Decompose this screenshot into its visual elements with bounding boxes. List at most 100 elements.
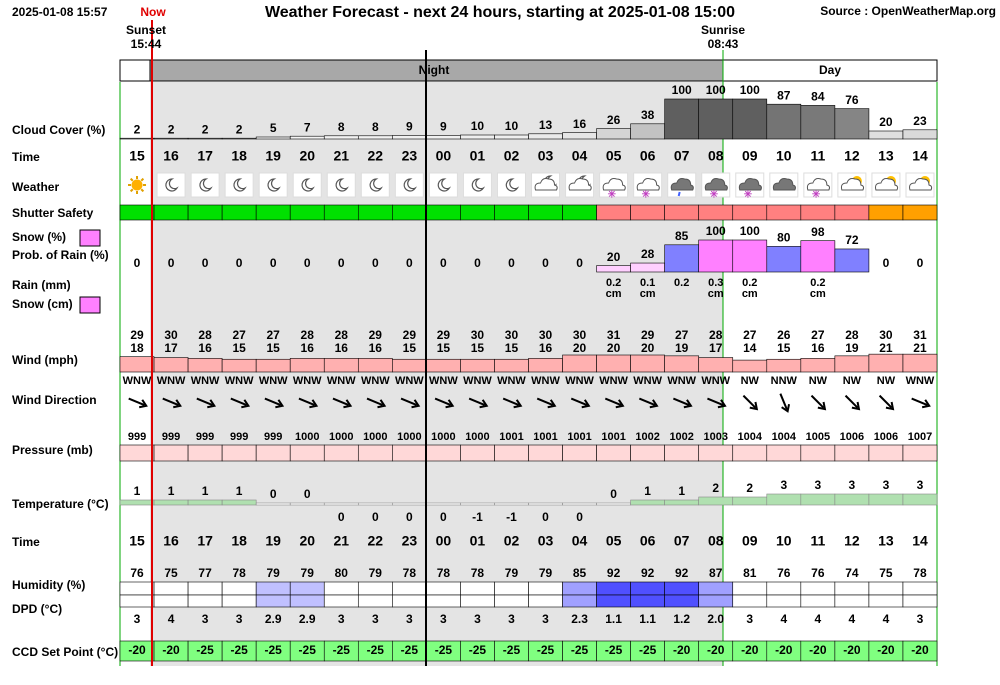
humidity-label: 79 xyxy=(369,566,383,580)
wind-bar xyxy=(357,358,393,373)
cloud-label: 10 xyxy=(471,119,485,133)
wind-gust: 27 xyxy=(743,328,757,342)
weather-icon xyxy=(462,172,492,198)
hour-label: 02 xyxy=(504,533,520,549)
shutter-cell xyxy=(562,204,597,221)
arrow-head xyxy=(581,399,591,409)
arrow-head xyxy=(377,399,387,409)
sunrise-time: 08:43 xyxy=(708,37,739,51)
snow-flake: ✳ xyxy=(812,190,821,201)
sunrise-label: Sunrise xyxy=(701,23,745,37)
shutter-cell xyxy=(698,204,734,221)
snow-flake: ✳ xyxy=(710,190,719,201)
ccd-label: -25 xyxy=(265,643,283,657)
hour-label: 20 xyxy=(299,148,315,164)
weather-icon: ✳ xyxy=(803,172,833,201)
humidity-cell xyxy=(153,581,189,596)
precip-bar xyxy=(596,265,631,273)
dpd-cell xyxy=(494,594,529,608)
humidity-label: 85 xyxy=(573,566,587,580)
row-label: Prob. of Rain (%) xyxy=(12,248,109,262)
arrow-head xyxy=(921,399,931,409)
ccd-label: -25 xyxy=(571,643,589,657)
wind-speed: 14 xyxy=(743,341,757,355)
cloud-label: 2 xyxy=(168,122,175,136)
moon xyxy=(267,178,281,192)
icon-box xyxy=(428,172,458,198)
hour-label: 22 xyxy=(368,533,384,549)
precip-bar xyxy=(732,239,768,273)
moon xyxy=(403,178,417,192)
shutter-cell xyxy=(357,204,393,221)
dpd-label: 1.2 xyxy=(673,612,690,626)
weather-icon xyxy=(496,172,526,198)
humidity-cell xyxy=(800,581,836,596)
cloud-label: 5 xyxy=(270,121,277,135)
cloud-bar xyxy=(630,123,665,140)
snow-swatch xyxy=(79,296,101,314)
precip-amount: 0.1 xyxy=(640,277,655,289)
dpd-cell xyxy=(596,594,631,608)
precip-unit: cm xyxy=(708,288,724,300)
precip-unit: cm xyxy=(810,288,826,300)
night-label: Night xyxy=(419,63,450,77)
humidity-cell xyxy=(698,581,734,596)
dpd-cell xyxy=(562,594,597,608)
wind-bar xyxy=(834,355,870,373)
pressure-cell xyxy=(664,444,700,462)
pressure-label: 999 xyxy=(196,431,214,443)
precip-label: 0 xyxy=(576,256,583,270)
icon-box xyxy=(462,172,492,198)
moon xyxy=(335,178,349,192)
dpd-cell xyxy=(426,594,461,608)
humidity-label: 78 xyxy=(403,566,417,580)
wind-direction: NW xyxy=(741,375,760,387)
wind-gust: 28 xyxy=(335,328,349,342)
temperature-bar xyxy=(664,499,700,506)
wind-speed: 15 xyxy=(403,341,417,355)
temperature-bar xyxy=(766,493,802,506)
hour-label: 19 xyxy=(265,533,281,549)
temperature-label: 1 xyxy=(202,484,209,498)
temperature-bar xyxy=(153,499,189,506)
weather-icon xyxy=(905,172,935,198)
weather-icon: ✳ xyxy=(735,172,765,201)
precip-unit: cm xyxy=(606,288,622,300)
temperature-label: 3 xyxy=(917,478,924,492)
arrow-shaft xyxy=(911,397,928,406)
humidity-label: 78 xyxy=(471,566,485,580)
wind-bar xyxy=(664,355,700,373)
wind-speed: 15 xyxy=(437,341,451,355)
dpd-label: 3 xyxy=(746,612,753,626)
weather-icon xyxy=(667,172,697,198)
arrow-shaft xyxy=(844,394,859,409)
weather-icon xyxy=(565,172,595,198)
ccd-label: -25 xyxy=(230,643,248,657)
wind-arrow xyxy=(911,397,931,409)
precip-label: 85 xyxy=(675,229,689,243)
temperature-label: 0 xyxy=(304,487,311,501)
wind-speed: 19 xyxy=(675,341,689,355)
precip-amount: 0.2 xyxy=(810,277,825,289)
arrow-head xyxy=(817,401,827,411)
humidity-cell xyxy=(255,581,291,596)
pressure-cell xyxy=(255,444,291,462)
icon-box xyxy=(258,172,288,198)
humidity-label: 79 xyxy=(267,566,281,580)
wind-bar xyxy=(562,354,597,373)
row-label: CCD Set Point (°C) xyxy=(12,645,118,659)
arrow-shaft xyxy=(536,397,554,406)
temperature-label: 0 xyxy=(542,510,549,524)
source: Source : OpenWeatherMap.org xyxy=(820,4,996,18)
wind-gust: 30 xyxy=(539,328,553,342)
cloud xyxy=(909,178,933,191)
title: Weather Forecast - next 24 hours, starti… xyxy=(265,4,735,21)
wind-gust: 30 xyxy=(471,328,485,342)
pressure-label: 1000 xyxy=(363,431,387,443)
cloud-label: 100 xyxy=(672,83,692,97)
precip-label: 0 xyxy=(440,256,447,270)
humidity-cell xyxy=(426,581,461,596)
pressure-label: 1002 xyxy=(635,431,659,443)
snow-flake: ✳ xyxy=(642,190,651,201)
pressure-cell xyxy=(357,444,393,462)
